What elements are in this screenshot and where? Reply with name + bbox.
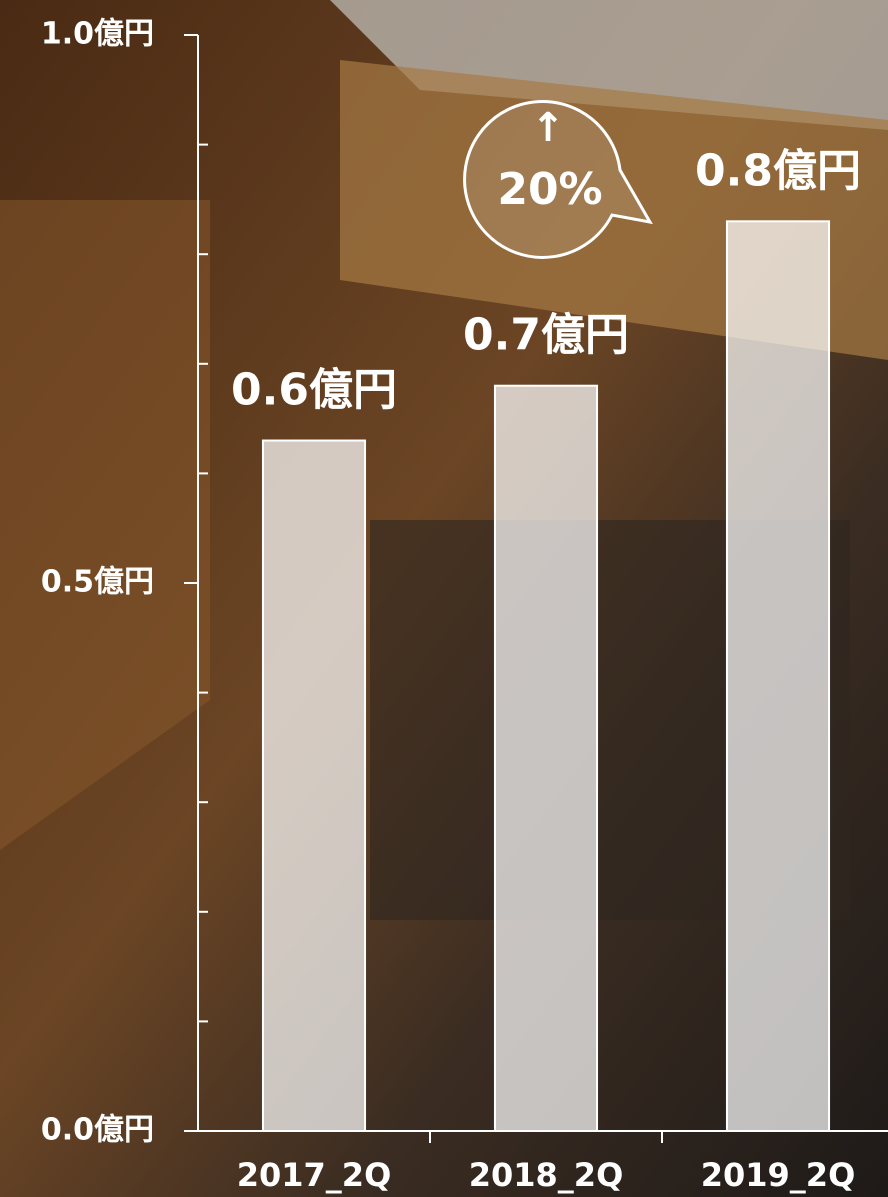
x-tick-label: 2018_2Q xyxy=(469,1156,624,1194)
bar xyxy=(493,384,599,1133)
value-label: 0.8億円 xyxy=(695,145,861,196)
value-label: 0.7億円 xyxy=(463,310,629,361)
annotation-text: 20% xyxy=(497,164,602,215)
bubble xyxy=(463,100,653,259)
annotation-arrow: ↑ xyxy=(531,105,565,151)
background-wall xyxy=(0,200,210,850)
y-tick-label: 0.5億円 xyxy=(41,565,154,600)
bar xyxy=(261,439,367,1132)
x-tick-label: 2019_2Q xyxy=(701,1156,856,1194)
background-roof xyxy=(330,0,888,130)
y-tick-label: 0.0億円 xyxy=(41,1113,154,1148)
x-tick-label: 2017_2Q xyxy=(237,1156,392,1194)
value-label: 0.6億円 xyxy=(231,365,397,416)
y-tick-label: 1.0億円 xyxy=(41,17,154,52)
annotation: ↑ 20% xyxy=(463,100,653,259)
bar xyxy=(725,220,831,1132)
